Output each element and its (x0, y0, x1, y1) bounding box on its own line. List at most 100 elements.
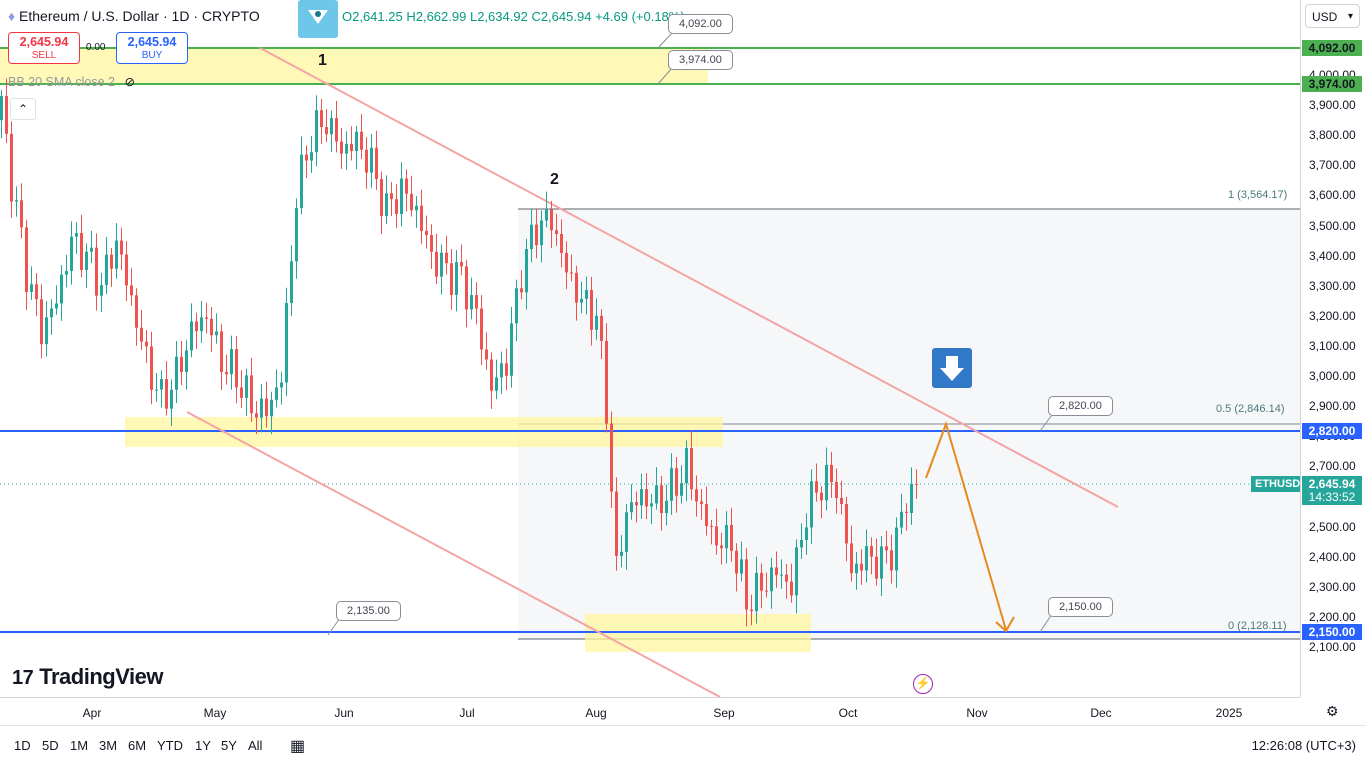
price-tick: 3,700.00 (1309, 158, 1356, 173)
candle-body (95, 247, 98, 296)
candle-body (720, 545, 723, 549)
candle-body (605, 340, 608, 424)
candle-body (210, 318, 213, 336)
timeframe-button[interactable]: 1D (14, 738, 31, 753)
candle-body (610, 423, 613, 492)
candle-body (505, 363, 508, 376)
candle-body (120, 240, 123, 255)
candle-body (425, 230, 428, 235)
candle-body (265, 398, 268, 417)
bar-countdown: 14:33:52 (1302, 489, 1362, 505)
candle-body (830, 464, 833, 483)
candle-body (30, 284, 33, 293)
candle-body (625, 512, 628, 552)
candle-body (750, 609, 753, 612)
candle-body (320, 110, 323, 128)
spread-value: 0.00 (86, 42, 106, 53)
candle-body (235, 349, 238, 388)
currency-select[interactable]: USD (1305, 4, 1360, 29)
price-tick: 2,900.00 (1309, 399, 1356, 414)
timeframe-button[interactable]: 3M (99, 738, 118, 753)
candle-body (315, 110, 318, 153)
candle-body (910, 483, 913, 513)
candle-body (780, 574, 783, 576)
price-chart[interactable] (0, 0, 1300, 697)
candle-body (370, 147, 373, 173)
symbol-title[interactable]: ♦ Ethereum / U.S. Dollar · 1D · CRYPTO (8, 8, 260, 24)
timeframe-button[interactable]: 1M (70, 738, 89, 753)
candle-body (880, 546, 883, 579)
fib-label-05: 0.5 (2,846.14) (1216, 403, 1285, 415)
candle-body (895, 527, 898, 571)
candle-body (875, 556, 878, 579)
candle-body (105, 254, 108, 286)
timeframe-button[interactable]: 6M (128, 738, 147, 753)
candlesticks (0, 78, 918, 627)
timeframe-button[interactable]: YTD (157, 738, 183, 753)
candle-body (540, 220, 543, 246)
broker-logo[interactable] (298, 0, 338, 38)
candle-body (355, 131, 358, 152)
candle-body (455, 262, 458, 295)
candle-body (100, 285, 103, 296)
price-callout[interactable]: 3,974.00 (668, 50, 733, 70)
buy-button[interactable]: 2,645.94 BUY (116, 32, 188, 64)
ethereum-icon: ♦ (8, 8, 16, 24)
projection-path (925, 420, 1007, 631)
candle-body (110, 254, 113, 269)
candle-body (285, 303, 288, 383)
projection-arrowhead (995, 616, 1015, 633)
settings-gear-icon[interactable]: ⚙ (1326, 703, 1339, 719)
candle-body (185, 350, 188, 373)
candle-body (115, 240, 118, 269)
candle-body (75, 232, 78, 237)
timeframe-button[interactable]: All (248, 738, 263, 753)
price-tick: 2,700.00 (1309, 459, 1356, 474)
candle-body (570, 272, 573, 274)
candle-body (220, 331, 223, 372)
callout-pointer (327, 617, 341, 636)
time-axis[interactable]: Apr May Jun Jul Aug Sep Oct Nov Dec 2025 (0, 697, 1300, 726)
candle-body (530, 224, 533, 250)
candle-body (800, 539, 803, 548)
candle-body (390, 193, 393, 200)
date-range-icon[interactable]: ▦ (290, 738, 306, 755)
indicator-legend[interactable]: BB 20 SMA close 2 ⊘ (8, 74, 135, 89)
eye-hidden-icon[interactable]: ⊘ (124, 75, 135, 89)
candle-body (280, 382, 283, 388)
ohlc-values: O2,641.25 H2,662.99 L2,634.92 C2,645.94 … (342, 9, 685, 24)
candle-body (55, 303, 58, 309)
candle-body (10, 133, 13, 202)
candle-body (420, 205, 423, 231)
chart-pane[interactable]: ♦ Ethereum / U.S. Dollar · 1D · CRYPTO O… (0, 0, 1300, 697)
candle-body (840, 497, 843, 504)
price-callout[interactable]: 2,820.00 (1048, 396, 1113, 416)
sell-button[interactable]: 2,645.94 SELL (8, 32, 80, 64)
price-callout[interactable]: 2,135.00 (336, 601, 401, 621)
clock[interactable]: 12:26:08 (UTC+3) (1251, 738, 1356, 753)
candle-body (325, 127, 328, 135)
candle-body (890, 550, 893, 571)
candle-body (810, 481, 813, 528)
time-tick: Jun (334, 706, 354, 720)
price-callout[interactable]: 2,150.00 (1048, 597, 1113, 617)
candle-body (805, 527, 808, 540)
tradingview-logo[interactable]: 17 TradingView (12, 664, 163, 690)
timeframe-button[interactable]: 1Y (195, 738, 211, 753)
timeframe-button[interactable]: 5Y (221, 738, 237, 753)
price-callout[interactable]: 4,092.00 (668, 14, 733, 34)
candle-body (545, 209, 548, 221)
candle-body (270, 399, 273, 417)
candle-body (865, 546, 868, 571)
candle-body (415, 205, 418, 211)
candle-body (465, 266, 468, 310)
timeframe-button[interactable]: 5D (42, 738, 59, 753)
candle-body (620, 551, 623, 556)
collapse-legend-button[interactable]: ⌃ (10, 98, 36, 120)
price-scale[interactable]: USD 4,000.003,900.003,800.003,700.003,60… (1300, 0, 1366, 697)
candle-body (650, 503, 653, 507)
candle-body (740, 559, 743, 574)
lightning-icon[interactable]: ⚡ (913, 674, 933, 694)
candle-body (340, 141, 343, 154)
candle-body (730, 524, 733, 551)
